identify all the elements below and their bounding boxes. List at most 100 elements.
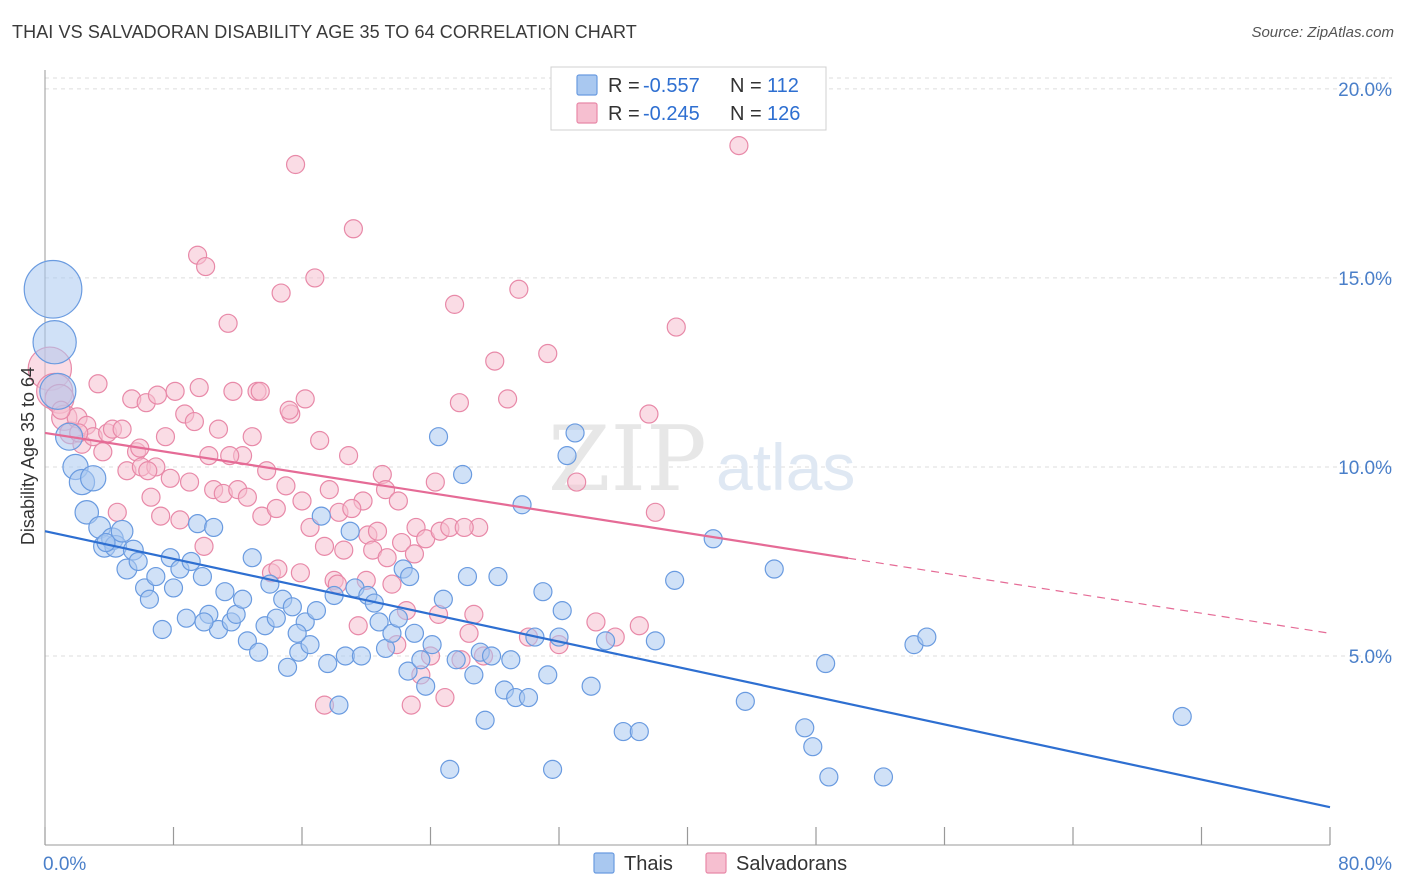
thais-point (139, 589, 160, 609)
thais-point (23, 259, 83, 319)
salvadorans-trend-extension (848, 557, 1331, 634)
salvadorans-trend-line (44, 431, 849, 560)
salvadorans-point (88, 374, 108, 394)
salvadorans-r-value: -0.245 (643, 103, 700, 125)
salvadorans-point (155, 427, 176, 447)
thais-point (242, 548, 262, 568)
grid-lines (45, 77, 1392, 657)
y-tick-label: 10.0% (1338, 458, 1392, 479)
salvadorans-point (290, 563, 310, 583)
thais-r-label: R = (608, 75, 640, 97)
x-tick-label: 80.0% (1338, 854, 1392, 875)
stats-legend: R = -0.557 N = 112 R = -0.245 N = 126 (550, 66, 827, 131)
salvadorans-r-label: R = (608, 103, 640, 125)
thais-point (187, 514, 208, 534)
thais-point (533, 582, 553, 602)
salvadorans-point (93, 442, 113, 462)
y-tick-label: 20.0% (1338, 80, 1392, 101)
salvadorans-point (391, 532, 412, 553)
series-legend: Thais Salvadorans (593, 852, 847, 875)
salvadorans-point (199, 446, 219, 466)
thais-point (481, 646, 502, 666)
thais-point (329, 695, 349, 715)
salvadorans-point (498, 389, 518, 409)
thais-point (475, 710, 495, 730)
thais-point (565, 423, 585, 443)
salvadorans-point (666, 317, 686, 337)
thais-point (764, 559, 784, 579)
thais-point (446, 650, 466, 670)
salvadorans-point (367, 521, 388, 541)
thais-point (311, 506, 331, 526)
salvadorans-point (242, 427, 262, 447)
salvadorans-point (388, 491, 408, 511)
thais-point (146, 566, 166, 587)
salvadorans-point (184, 411, 204, 432)
thais-point (665, 570, 685, 590)
salvadorans-point (250, 381, 270, 401)
salvadorans-point (223, 381, 243, 401)
thais-point (318, 653, 338, 674)
thais-trend-line (44, 530, 1331, 809)
thais-point (398, 661, 418, 681)
thais-point (192, 566, 213, 587)
salvadorans-point (319, 480, 339, 500)
thais-point (277, 657, 298, 677)
thais-point (74, 500, 100, 525)
salvadorans-n-value: 126 (767, 103, 800, 125)
thais-point (557, 446, 577, 466)
thais-point (39, 372, 77, 410)
thais-point (552, 601, 572, 621)
salvadorans-point (271, 283, 291, 303)
salvadorans-point (538, 343, 558, 364)
salvadorans-point (404, 544, 425, 564)
x-tick-labels: 0.0% 80.0% (43, 854, 1392, 875)
salvadorans-point (196, 256, 216, 277)
salvadorans-point (295, 389, 315, 409)
thais-point (440, 759, 460, 779)
salvadorans-point (348, 616, 368, 636)
salvadorans-series-swatch (705, 852, 727, 874)
thais-point (816, 653, 836, 674)
thais-point (518, 687, 539, 708)
salvadorans-point (382, 574, 402, 594)
salvadorans-point (310, 430, 330, 451)
thais-point (152, 619, 172, 640)
thais-point (819, 767, 839, 787)
salvadorans-point (567, 472, 587, 492)
thais-series-swatch (593, 852, 615, 874)
thais-point (501, 650, 521, 670)
salvadorans-point (194, 536, 214, 556)
thais-series-label: Thais (624, 853, 673, 875)
thais-point (32, 319, 77, 365)
thais-point (795, 718, 815, 738)
salvadorans-series-label: Salvadorans (736, 853, 847, 875)
salvadorans-point (268, 559, 288, 579)
thais-point (287, 623, 307, 643)
salvadorans-point (112, 419, 132, 439)
y-tick-labels: 5.0% 10.0% 15.0% 20.0% (1338, 80, 1392, 668)
thais-point (629, 721, 649, 742)
thais-point (237, 631, 257, 651)
salvadorans-point (464, 604, 484, 624)
thais-point (215, 582, 235, 602)
salvadorans-point (179, 472, 200, 492)
thais-point (340, 521, 360, 541)
salvadorans-point (454, 517, 474, 538)
salvadorans-point (266, 498, 286, 519)
salvadorans-point (629, 616, 649, 636)
salvadorans-point (401, 695, 421, 715)
thais-point (457, 566, 478, 587)
thais-point (194, 612, 214, 632)
salvadorans-point (342, 498, 362, 519)
x-tick-label: 0.0% (43, 854, 86, 875)
salvadorans-point (285, 154, 306, 175)
salvadorans-point (377, 548, 397, 568)
salvadorans-point (237, 487, 257, 507)
salvadorans-n-label: N = (730, 103, 762, 125)
salvadorans-point (107, 502, 127, 522)
salvadorans-point (586, 612, 606, 632)
thais-point (488, 566, 508, 587)
salvadorans-point (165, 381, 185, 401)
